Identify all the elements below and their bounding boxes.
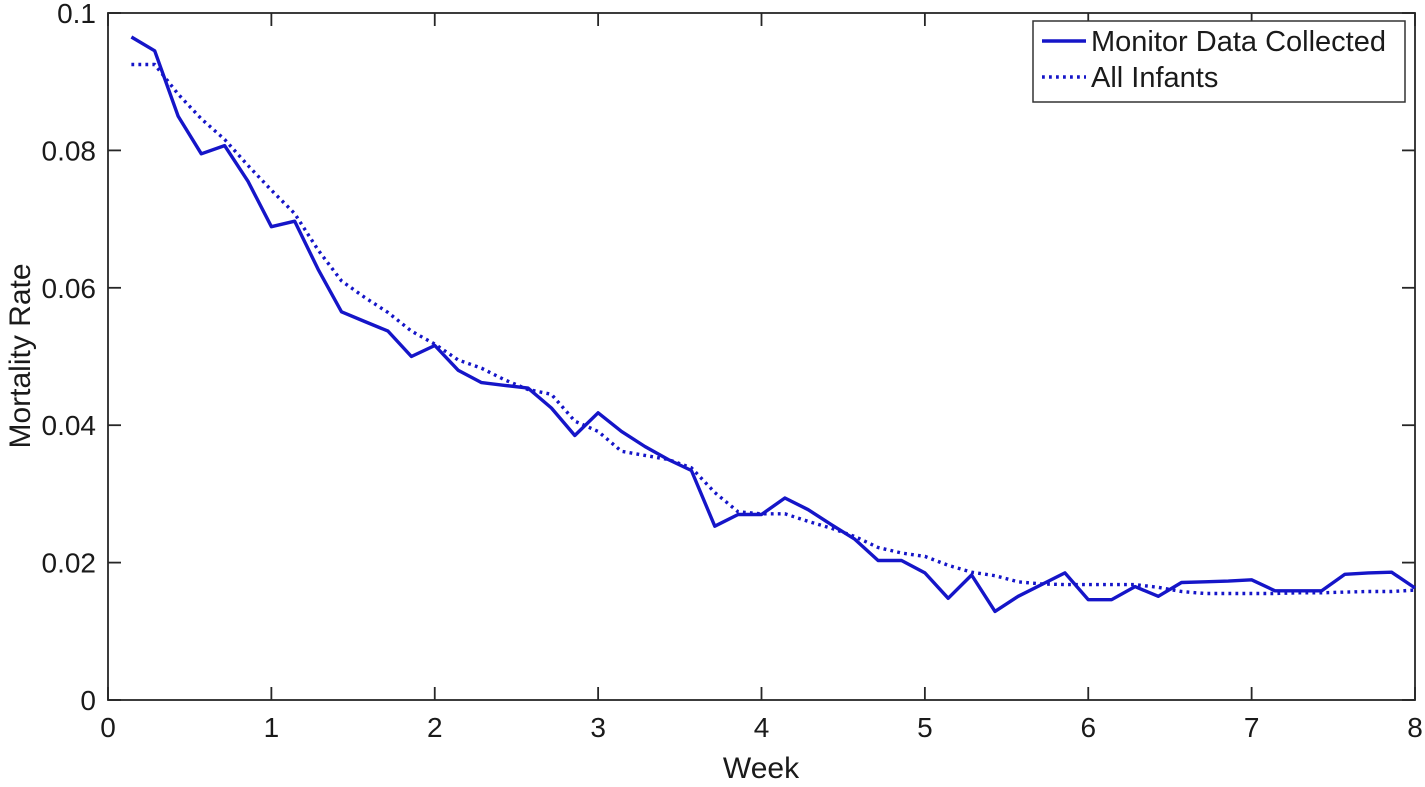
- y-tick-label-0.08: 0.08: [42, 135, 97, 166]
- x-tick-label-5: 5: [917, 712, 933, 743]
- x-tick-label-2: 2: [427, 712, 443, 743]
- x-tick-label-4: 4: [754, 712, 770, 743]
- x-tick-label-7: 7: [1244, 712, 1260, 743]
- legend-box: [1032, 20, 1406, 103]
- legend-label-all-infants: All Infants: [1091, 62, 1218, 94]
- y-tick-label-0.06: 0.06: [42, 273, 97, 304]
- x-tick-label-3: 3: [590, 712, 606, 743]
- y-axis-label: Mortality Rate: [4, 263, 37, 448]
- series-line-all-infants: [131, 62, 1416, 596]
- x-tick-label-0: 0: [100, 712, 116, 743]
- plot-box: [107, 12, 1416, 701]
- legend-label-monitor-data: Monitor Data Collected: [1091, 26, 1386, 58]
- series-lines: [130, 35, 1416, 614]
- y-tick-label-0: 0: [80, 685, 96, 716]
- series-line-monitor-data-collected: [130, 35, 1416, 614]
- y-tick-label-0.04: 0.04: [42, 410, 97, 441]
- axes: 0 1 2 3 4 5 6 7 8 0 0.02 0.04 0.06 0.08 0.1: [42, 0, 1423, 743]
- x-tick-label-1: 1: [264, 712, 280, 743]
- x-axis-label: Week: [723, 752, 800, 785]
- y-tick-label-0.02: 0.02: [42, 548, 97, 579]
- x-tick-label-8: 8: [1407, 712, 1423, 743]
- x-tick-label-6: 6: [1080, 712, 1096, 743]
- y-tick-label-0.1: 0.1: [57, 0, 96, 29]
- legend: Monitor Data Collected All Infants: [1032, 20, 1406, 103]
